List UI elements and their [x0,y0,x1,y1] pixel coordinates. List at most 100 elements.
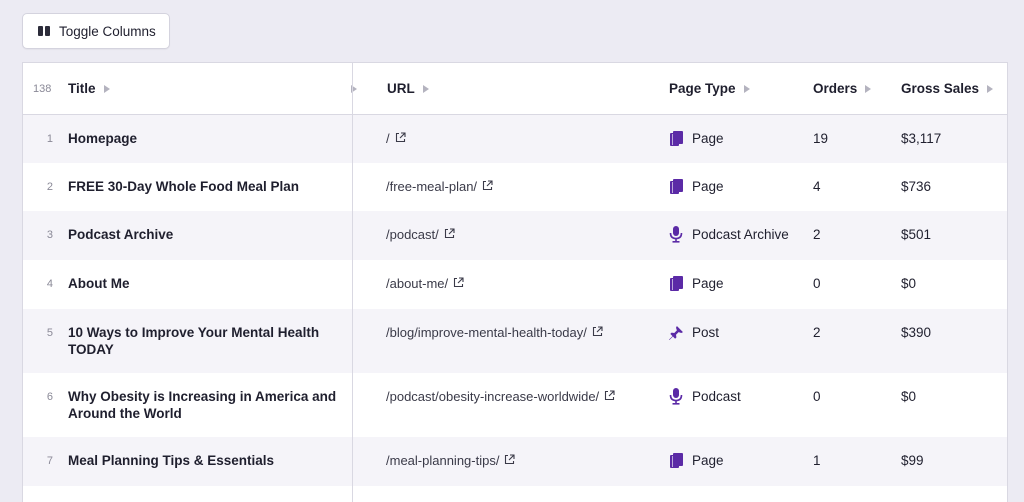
column-header-orders[interactable]: Orders [813,81,872,96]
columns-icon [38,26,50,36]
row-url-link[interactable]: /podcast/ [386,227,455,242]
external-link-icon[interactable] [477,179,493,194]
microphone-icon [669,388,683,405]
page-type-label: Post [692,325,720,340]
table-row[interactable]: 7 Meal Planning Tips & Essentials/meal-pl… [23,437,1007,486]
column-label: Title [68,81,96,96]
row-gross-sales: $0 [901,276,917,291]
row-orders: 2 [813,325,821,340]
row-gross-sales: $99 [901,453,924,468]
row-page-type: Podcast Archive [669,226,789,243]
row-gross-sales: $736 [901,179,932,194]
row-gross-sales: $501 [901,227,932,242]
row-orders: 19 [813,131,829,146]
page-icon [669,130,683,147]
scroll-arrow-icon[interactable] [351,85,357,93]
column-header-page-type[interactable]: Page Type [669,81,750,96]
sort-arrow-icon [422,84,429,93]
column-label: Gross Sales [901,81,980,96]
row-title[interactable]: Homepage [68,131,138,146]
page-type-label: Podcast [692,389,741,404]
table-row[interactable]: 5 10 Ways to Improve Your Mental Health T… [23,309,1007,373]
sort-arrow-icon [865,84,872,93]
row-title[interactable]: Meal Planning Tips & Essentials [68,453,275,468]
external-link-icon[interactable] [390,131,406,146]
page-type-label: Page [692,131,724,146]
frozen-column-divider [352,63,353,502]
row-index: 2 [46,181,53,193]
table-row[interactable]: 6 Why Obesity is Increasing in America an… [23,373,1007,437]
table-row[interactable]: 3 Podcast Archive/podcast/Podcast Archive… [23,211,1007,260]
row-orders: 0 [813,276,821,291]
row-count: 138 [33,83,52,95]
table-row[interactable]: 2 FREE 30-Day Whole Food Meal Plan/free-m… [23,163,1007,211]
sort-arrow-icon [743,84,750,93]
row-orders: 0 [813,389,821,404]
toggle-columns-button[interactable]: Toggle Columns [22,13,170,49]
row-url: /blog/improve-mental-health-today/ [386,325,587,340]
page-icon [669,275,683,292]
row-url-link[interactable]: /podcast/obesity-increase-worldwide/ [386,389,615,404]
row-gross-sales: $3,117 [901,131,942,146]
row-url-link[interactable]: /meal-planning-tips/ [386,453,516,468]
row-title[interactable]: 10 Ways to Improve Your Mental Health TO… [68,325,320,357]
column-header-gross-sales[interactable]: Gross Sales [901,81,994,96]
external-link-icon[interactable] [448,276,464,291]
row-gross-sales: $390 [901,325,932,340]
column-header-title[interactable]: Title [68,81,110,96]
row-title[interactable]: About Me [68,276,130,291]
row-url-link[interactable]: /blog/improve-mental-health-today/ [386,325,603,340]
column-label: Page Type [669,81,736,96]
row-url-link[interactable]: /about-me/ [386,276,464,291]
external-link-icon[interactable] [499,453,516,468]
external-link-icon[interactable] [599,389,615,404]
page-type-label: Page [692,453,724,468]
column-label: Orders [813,81,858,96]
pages-table: 1 Homepage / Page 19 $3,117 2 FREE 30-Day Whole… [22,62,1008,502]
toggle-columns-label: Toggle Columns [59,23,156,39]
row-url: /free-meal-plan/ [386,179,478,194]
row-index: 5 [46,327,53,339]
row-orders: 1 [813,453,821,468]
row-url: /podcast/ [386,227,439,242]
row-index: 1 [46,133,53,145]
microphone-icon [669,226,683,243]
row-orders: 4 [813,179,821,194]
row-url: /meal-planning-tips/ [386,453,500,468]
row-url: / [386,131,390,146]
row-title[interactable]: Podcast Archive [68,227,174,242]
sort-arrow-icon [103,84,110,93]
page-icon [669,452,683,469]
row-index: 6 [46,391,53,403]
row-page-type: Page [669,452,724,469]
pin-icon [669,324,683,341]
row-index: 4 [46,278,53,290]
table-row[interactable]: 4 About Me/about-me/Page 0 $0 [23,260,1007,309]
page-icon [669,178,683,195]
row-url: /podcast/obesity-increase-worldwide/ [386,389,600,404]
row-page-type: Post [669,324,719,341]
row-title[interactable]: FREE 30-Day Whole Food Meal Plan [68,179,300,194]
table-header: 138 Title URL Page Type Orders Gross Sal… [23,63,1007,115]
column-label: URL [387,81,415,96]
external-link-icon[interactable] [439,227,455,242]
row-index: 3 [46,229,53,241]
row-page-type: Page [669,130,724,147]
row-url: /about-me/ [386,276,449,291]
row-url-link[interactable]: / [386,131,406,146]
external-link-icon[interactable] [587,325,603,340]
row-title[interactable]: Why Obesity is Increasing in America and… [68,389,337,421]
page-type-label: Page [692,276,724,291]
row-index: 7 [46,455,53,467]
column-header-url[interactable]: URL [387,81,429,96]
row-url-link[interactable]: /free-meal-plan/ [386,179,493,194]
row-page-type: Page [669,178,724,195]
page-type-label: Podcast Archive [692,227,789,242]
table-row[interactable]: 1 Homepage / Page 19 $3,117 [23,115,1007,163]
page-type-label: Page [692,179,724,194]
table-row[interactable] [23,486,1007,502]
sort-arrow-icon [987,84,994,93]
row-orders: 2 [813,227,821,242]
row-page-type: Page [669,275,724,292]
row-page-type: Podcast [669,388,741,405]
